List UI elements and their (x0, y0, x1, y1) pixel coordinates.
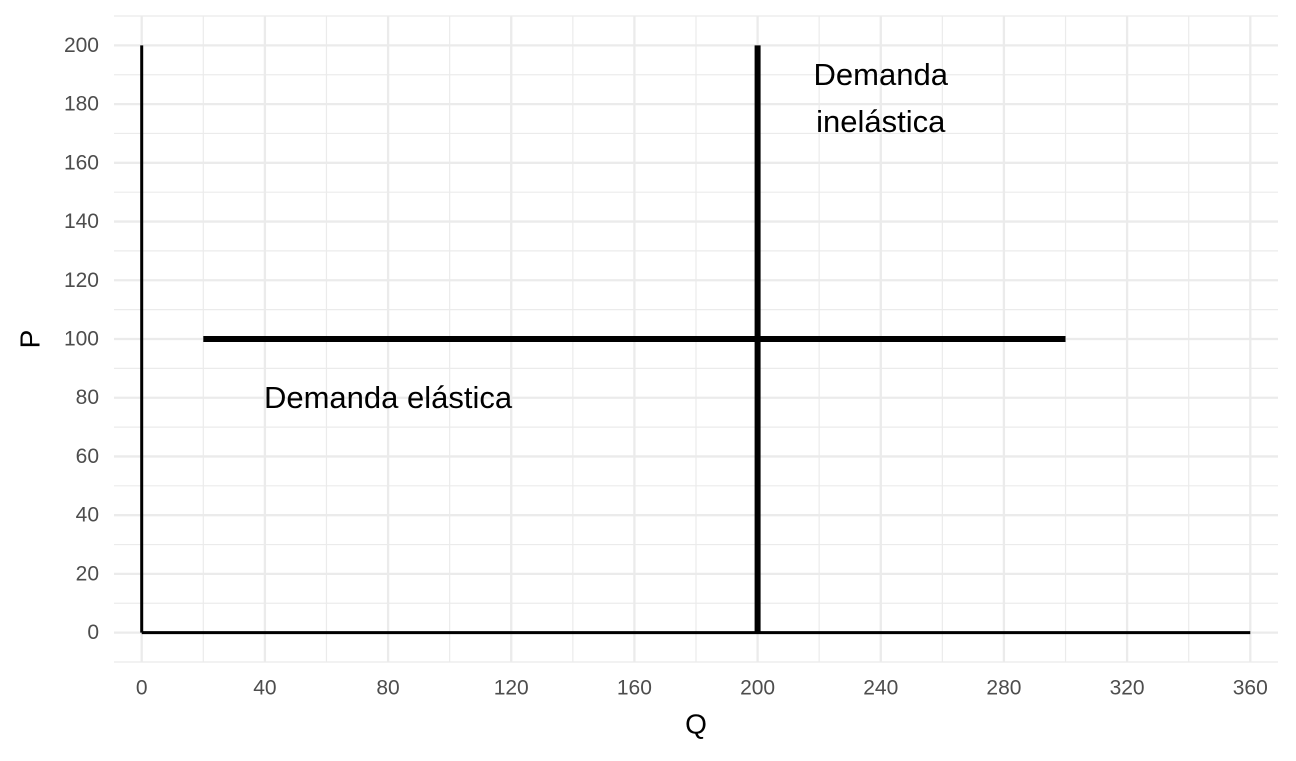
y-tick-label: 160 (64, 151, 99, 174)
y-tick-label: 140 (64, 210, 99, 233)
y-tick-label: 20 (76, 562, 99, 585)
series-lines (140, 45, 1251, 635)
x-axis-title: Q (685, 709, 707, 740)
annotation-text: inelástica (816, 104, 946, 139)
y-tick-label: 100 (64, 328, 99, 351)
x-tick-label: 160 (617, 677, 652, 700)
x-tick-label: 320 (1110, 677, 1145, 700)
y-tick-label: 120 (64, 269, 99, 292)
y-tick-label: 0 (87, 621, 99, 644)
annotation-text: Demanda (814, 57, 949, 92)
y-axis-ticks: 0 20 40 60 80 100 120 140 160 180 200 (64, 34, 99, 644)
x-tick-label: 80 (376, 677, 399, 700)
y-tick-label: 60 (76, 445, 99, 468)
y-tick-label: 180 (64, 93, 99, 116)
annotations: Demanda inelástica Demanda elástica (264, 57, 949, 415)
x-tick-label: 240 (863, 677, 898, 700)
x-tick-label: 120 (494, 677, 529, 700)
y-tick-label: 40 (76, 504, 99, 527)
y-tick-label: 80 (76, 386, 99, 409)
x-tick-label: 360 (1233, 677, 1268, 700)
x-axis-ticks: 0 40 80 120 160 200 240 280 320 360 (136, 677, 1268, 700)
annotation-text: Demanda elástica (264, 380, 513, 415)
y-axis-title: P (15, 330, 46, 349)
y-tick-label: 200 (64, 34, 99, 57)
x-tick-label: 0 (136, 677, 148, 700)
x-tick-label: 200 (740, 677, 775, 700)
x-tick-label: 280 (986, 677, 1021, 700)
x-tick-label: 40 (253, 677, 276, 700)
